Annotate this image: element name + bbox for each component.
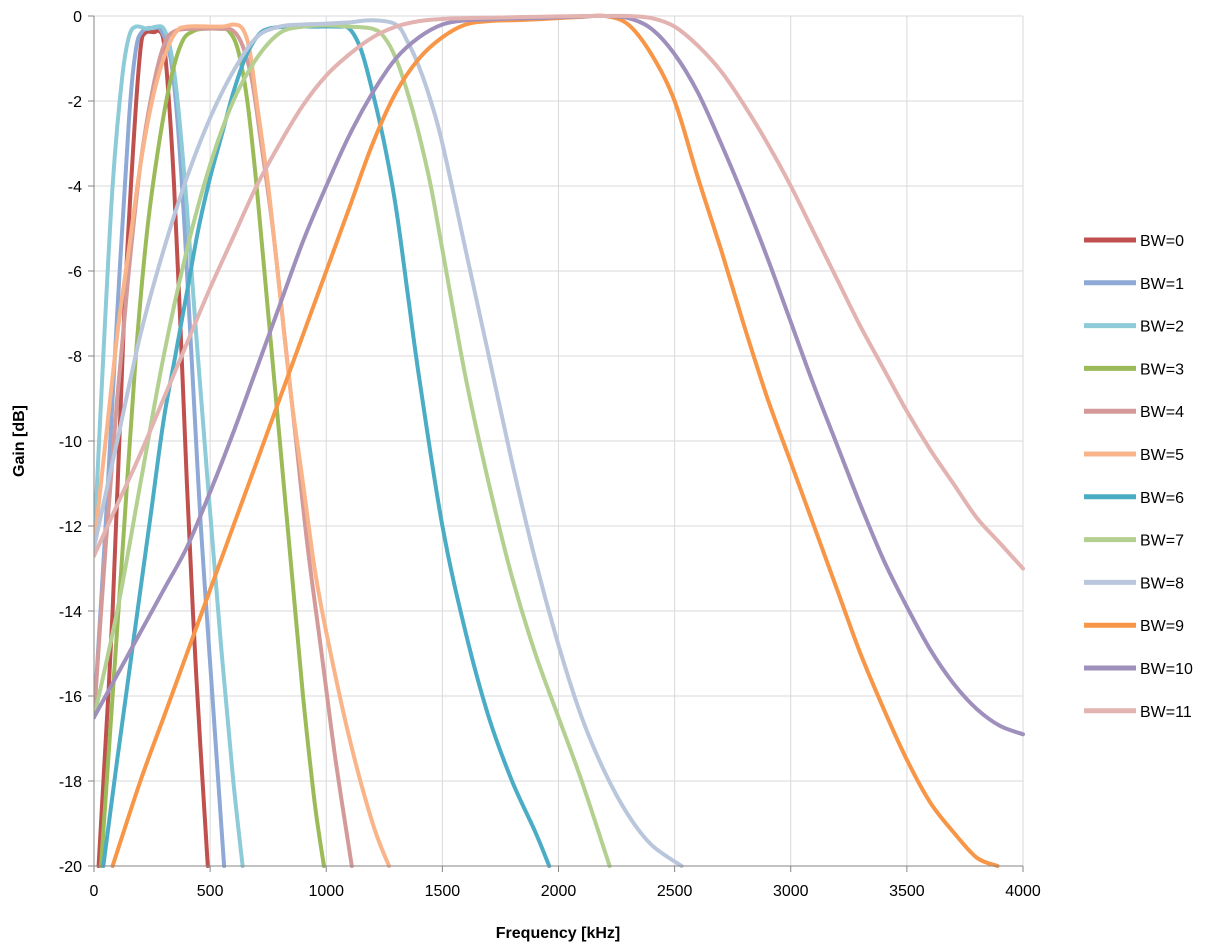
x-tick-label: 3000: [773, 883, 809, 900]
legend-label: BW=2: [1140, 319, 1184, 336]
x-tick-label: 3500: [889, 883, 925, 900]
x-tick-label: 2000: [541, 883, 577, 900]
y-axis: 0 -2 -4 -6 -8 -10 -12 -14 -16 -18 -20: [59, 9, 95, 876]
legend-item: BW=3: [1084, 361, 1184, 378]
y-tick-label: -14: [59, 604, 82, 621]
legend: BW=0 BW=1 BW=2 BW=3 BW=4 BW=5 BW=6 BW=7 BW=8 BW=9…: [1084, 233, 1193, 721]
legend-item: BW=5: [1084, 447, 1184, 464]
grid-lines: [94, 15, 1024, 867]
y-tick-label: -8: [68, 349, 82, 366]
x-axis: 0 500 1000 1500 2000 2500 3000 3500 4000: [90, 865, 1041, 900]
legend-label: BW=4: [1140, 404, 1184, 421]
x-tick-label: 2500: [657, 883, 693, 900]
legend-label: BW=3: [1140, 361, 1184, 378]
y-tick-label: -20: [59, 859, 82, 876]
legend-label: BW=11: [1140, 704, 1192, 721]
series-line-bw-5: [94, 22, 391, 868]
series-line-bw-8: [94, 18, 684, 868]
series-line-bw-7: [94, 23, 612, 868]
y-tick-label: -12: [59, 519, 82, 536]
y-axis-title: Gain [dB]: [11, 405, 28, 477]
y-tick-label: -4: [68, 179, 82, 196]
x-tick-label: 1000: [308, 883, 344, 900]
y-tick-label: -6: [68, 264, 82, 281]
y-tick-label: -18: [59, 774, 82, 791]
legend-item: BW=9: [1084, 618, 1184, 635]
x-tick-label: 4000: [1005, 883, 1041, 900]
legend-label: BW=6: [1140, 490, 1184, 507]
legend-item: BW=6: [1084, 490, 1184, 507]
y-tick-label: 0: [73, 9, 82, 26]
legend-label: BW=7: [1140, 533, 1184, 550]
legend-label: BW=9: [1140, 618, 1184, 635]
legend-item: BW=8: [1084, 575, 1184, 592]
x-tick-label: 500: [197, 883, 224, 900]
legend-item: BW=11: [1084, 704, 1192, 721]
legend-item: BW=2: [1084, 319, 1184, 336]
legend-label: BW=10: [1140, 661, 1193, 678]
legend-label: BW=8: [1140, 575, 1184, 592]
legend-label: BW=0: [1140, 233, 1184, 250]
series-line-bw-4: [94, 26, 354, 868]
x-tick-label: 1500: [425, 883, 461, 900]
legend-item: BW=10: [1084, 661, 1193, 678]
legend-label: BW=1: [1140, 276, 1184, 293]
legend-label: BW=5: [1140, 447, 1184, 464]
y-tick-label: -16: [59, 689, 82, 706]
y-tick-label: -2: [68, 94, 82, 111]
x-axis-title: Frequency [kHz]: [496, 925, 620, 942]
series-line-bw-11: [94, 13, 1025, 571]
series-line-bw-0: [96, 28, 210, 868]
y-tick-label: -10: [59, 434, 82, 451]
plot-area: [94, 13, 1025, 868]
x-tick-label: 0: [90, 883, 99, 900]
legend-item: BW=1: [1084, 276, 1184, 293]
legend-item: BW=0: [1084, 233, 1184, 250]
legend-item: BW=7: [1084, 533, 1184, 550]
legend-item: BW=4: [1084, 404, 1184, 421]
